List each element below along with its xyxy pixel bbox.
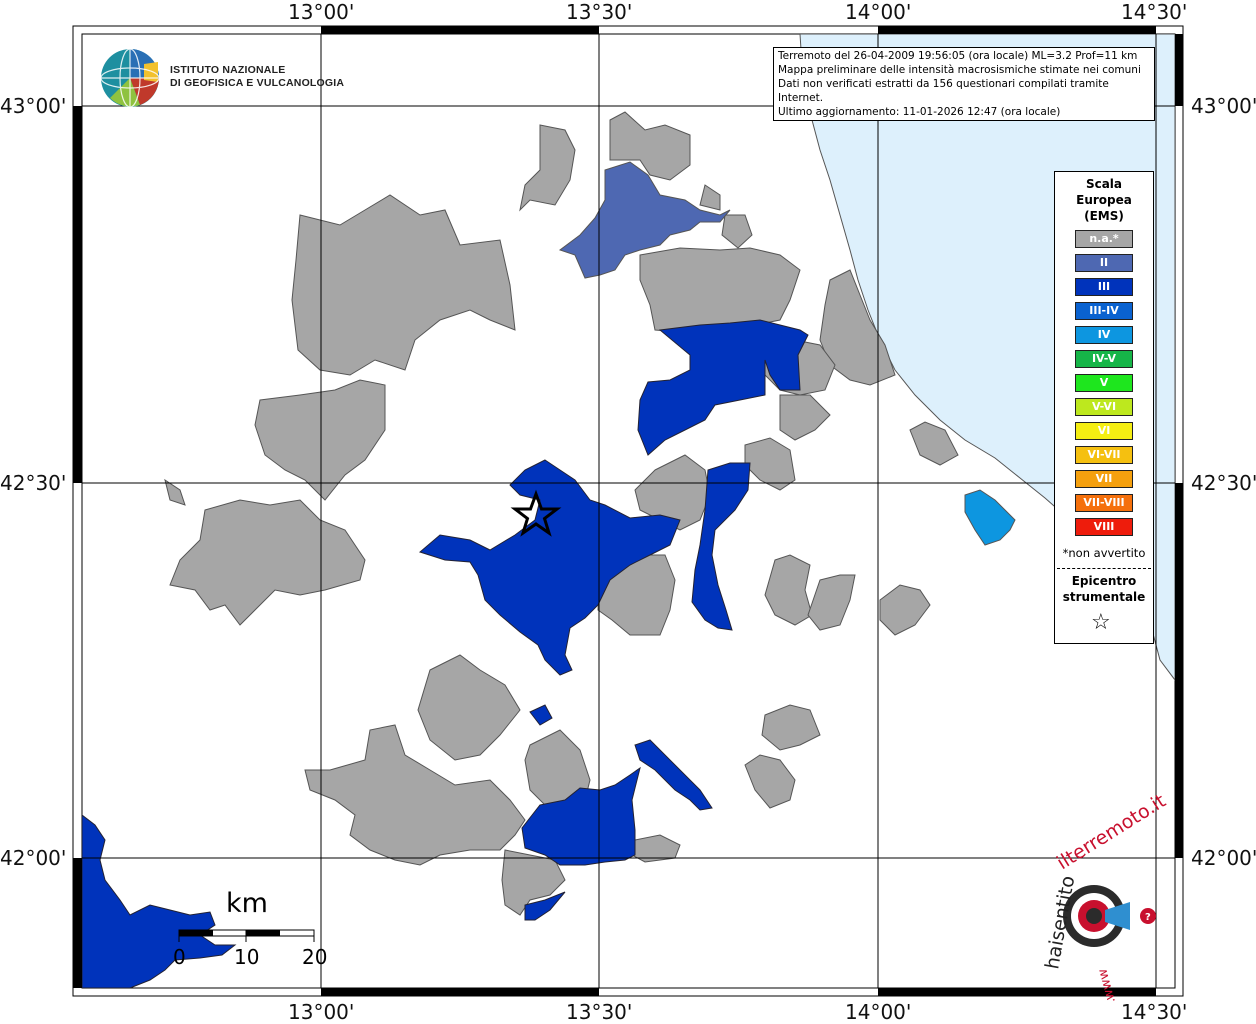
legend-epicenter-label: Epicentro strumentale (1055, 573, 1153, 605)
legend-title-line3: (EMS) (1084, 209, 1124, 223)
scale-unit-label: km (226, 888, 268, 919)
epicenter-star-marker (510, 489, 562, 537)
ingv-globe-icon (100, 48, 160, 108)
ingv-name: ISTITUTO NAZIONALE DI GEOFISICA E VULCAN… (170, 64, 344, 90)
bottom-lon-label-4: 14°30' (1121, 1000, 1188, 1024)
legend-item: VIII (1075, 518, 1133, 536)
scale-tick-10: 10 (234, 945, 260, 969)
legend-item: VII (1075, 470, 1133, 488)
info-line-event: Terremoto del 26-04-2009 19:56:05 (ora l… (778, 50, 1138, 62)
scale-bar (178, 929, 315, 942)
legend-item: VI (1075, 422, 1133, 440)
legend-title-line2: Europea (1076, 193, 1132, 207)
epicenter-star-icon: ☆ (1091, 610, 1111, 635)
haisentito-logo: ? (1063, 885, 1156, 947)
info-line-map: Mappa preliminare delle intensità macros… (778, 64, 1141, 76)
top-lon-label-2: 13°30' (566, 0, 633, 24)
legend-item: n.a.* (1075, 230, 1133, 248)
map-frame-bars (73, 26, 1183, 996)
municipalities-na (164, 111, 959, 916)
legend-epicenter-line1: Epicentro (1071, 574, 1137, 588)
scale-tick-20: 20 (302, 945, 328, 969)
bottom-lon-label-2: 13°30' (566, 1000, 633, 1024)
legend-item: II (1075, 254, 1133, 272)
legend-epicenter-line2: strumentale (1062, 590, 1146, 604)
right-lat-label-2: 42°30' (1191, 471, 1256, 495)
legend-title: Scala Europea (EMS) (1055, 176, 1153, 224)
graticule (82, 34, 1175, 988)
legend-note: *non avvertito (1062, 546, 1146, 560)
legend-item: VII-VIII (1075, 494, 1133, 512)
info-line-data: Dati non verificati estratti da 156 ques… (778, 78, 1109, 104)
legend-title-line1: Scala (1085, 177, 1123, 191)
top-lon-label-1: 13°00' (288, 0, 355, 24)
intensity-ii-area (558, 161, 731, 279)
intensity-iii-areas (82, 319, 809, 988)
bottom-lon-label-3: 14°00' (845, 1000, 912, 1024)
legend-item: VI-VII (1075, 446, 1133, 464)
legend-item: III (1075, 278, 1133, 296)
left-lat-label-2: 42°30' (0, 471, 67, 495)
ingv-logo (100, 48, 320, 112)
right-lat-label-3: 42°00' (1191, 846, 1256, 870)
left-lat-label-1: 43°00' (0, 94, 67, 118)
legend-item: V (1075, 374, 1133, 392)
ingv-name-line1: ISTITUTO NAZIONALE (170, 64, 286, 76)
top-lon-label-3: 14°00' (845, 0, 912, 24)
info-line-updated: Ultimo aggiornamento: 11-01-2026 12:47 (… (778, 106, 1061, 118)
svg-text:?: ? (1145, 912, 1151, 923)
scale-tick-0: 0 (173, 945, 186, 969)
top-lon-label-4: 14°30' (1121, 0, 1188, 24)
right-lat-label-1: 43°00' (1191, 94, 1256, 118)
bottom-lon-label-1: 13°00' (288, 1000, 355, 1024)
legend-separator (1057, 568, 1151, 569)
left-lat-label-3: 42°00' (0, 846, 67, 870)
intensity-iv-area (964, 489, 1016, 546)
ingv-name-line2: DI GEOFISICA E VULCANOLOGIA (170, 77, 345, 89)
legend-item: IV (1075, 326, 1133, 344)
event-info-box: Terremoto del 26-04-2009 19:56:05 (ora l… (773, 47, 1155, 121)
ems-legend: Scala Europea (EMS) n.a.* II III III-IV IV IV… (1054, 171, 1154, 644)
legend-item: III-IV (1075, 302, 1133, 320)
legend-item: IV-V (1075, 350, 1133, 368)
legend-item: V-VI (1075, 398, 1133, 416)
